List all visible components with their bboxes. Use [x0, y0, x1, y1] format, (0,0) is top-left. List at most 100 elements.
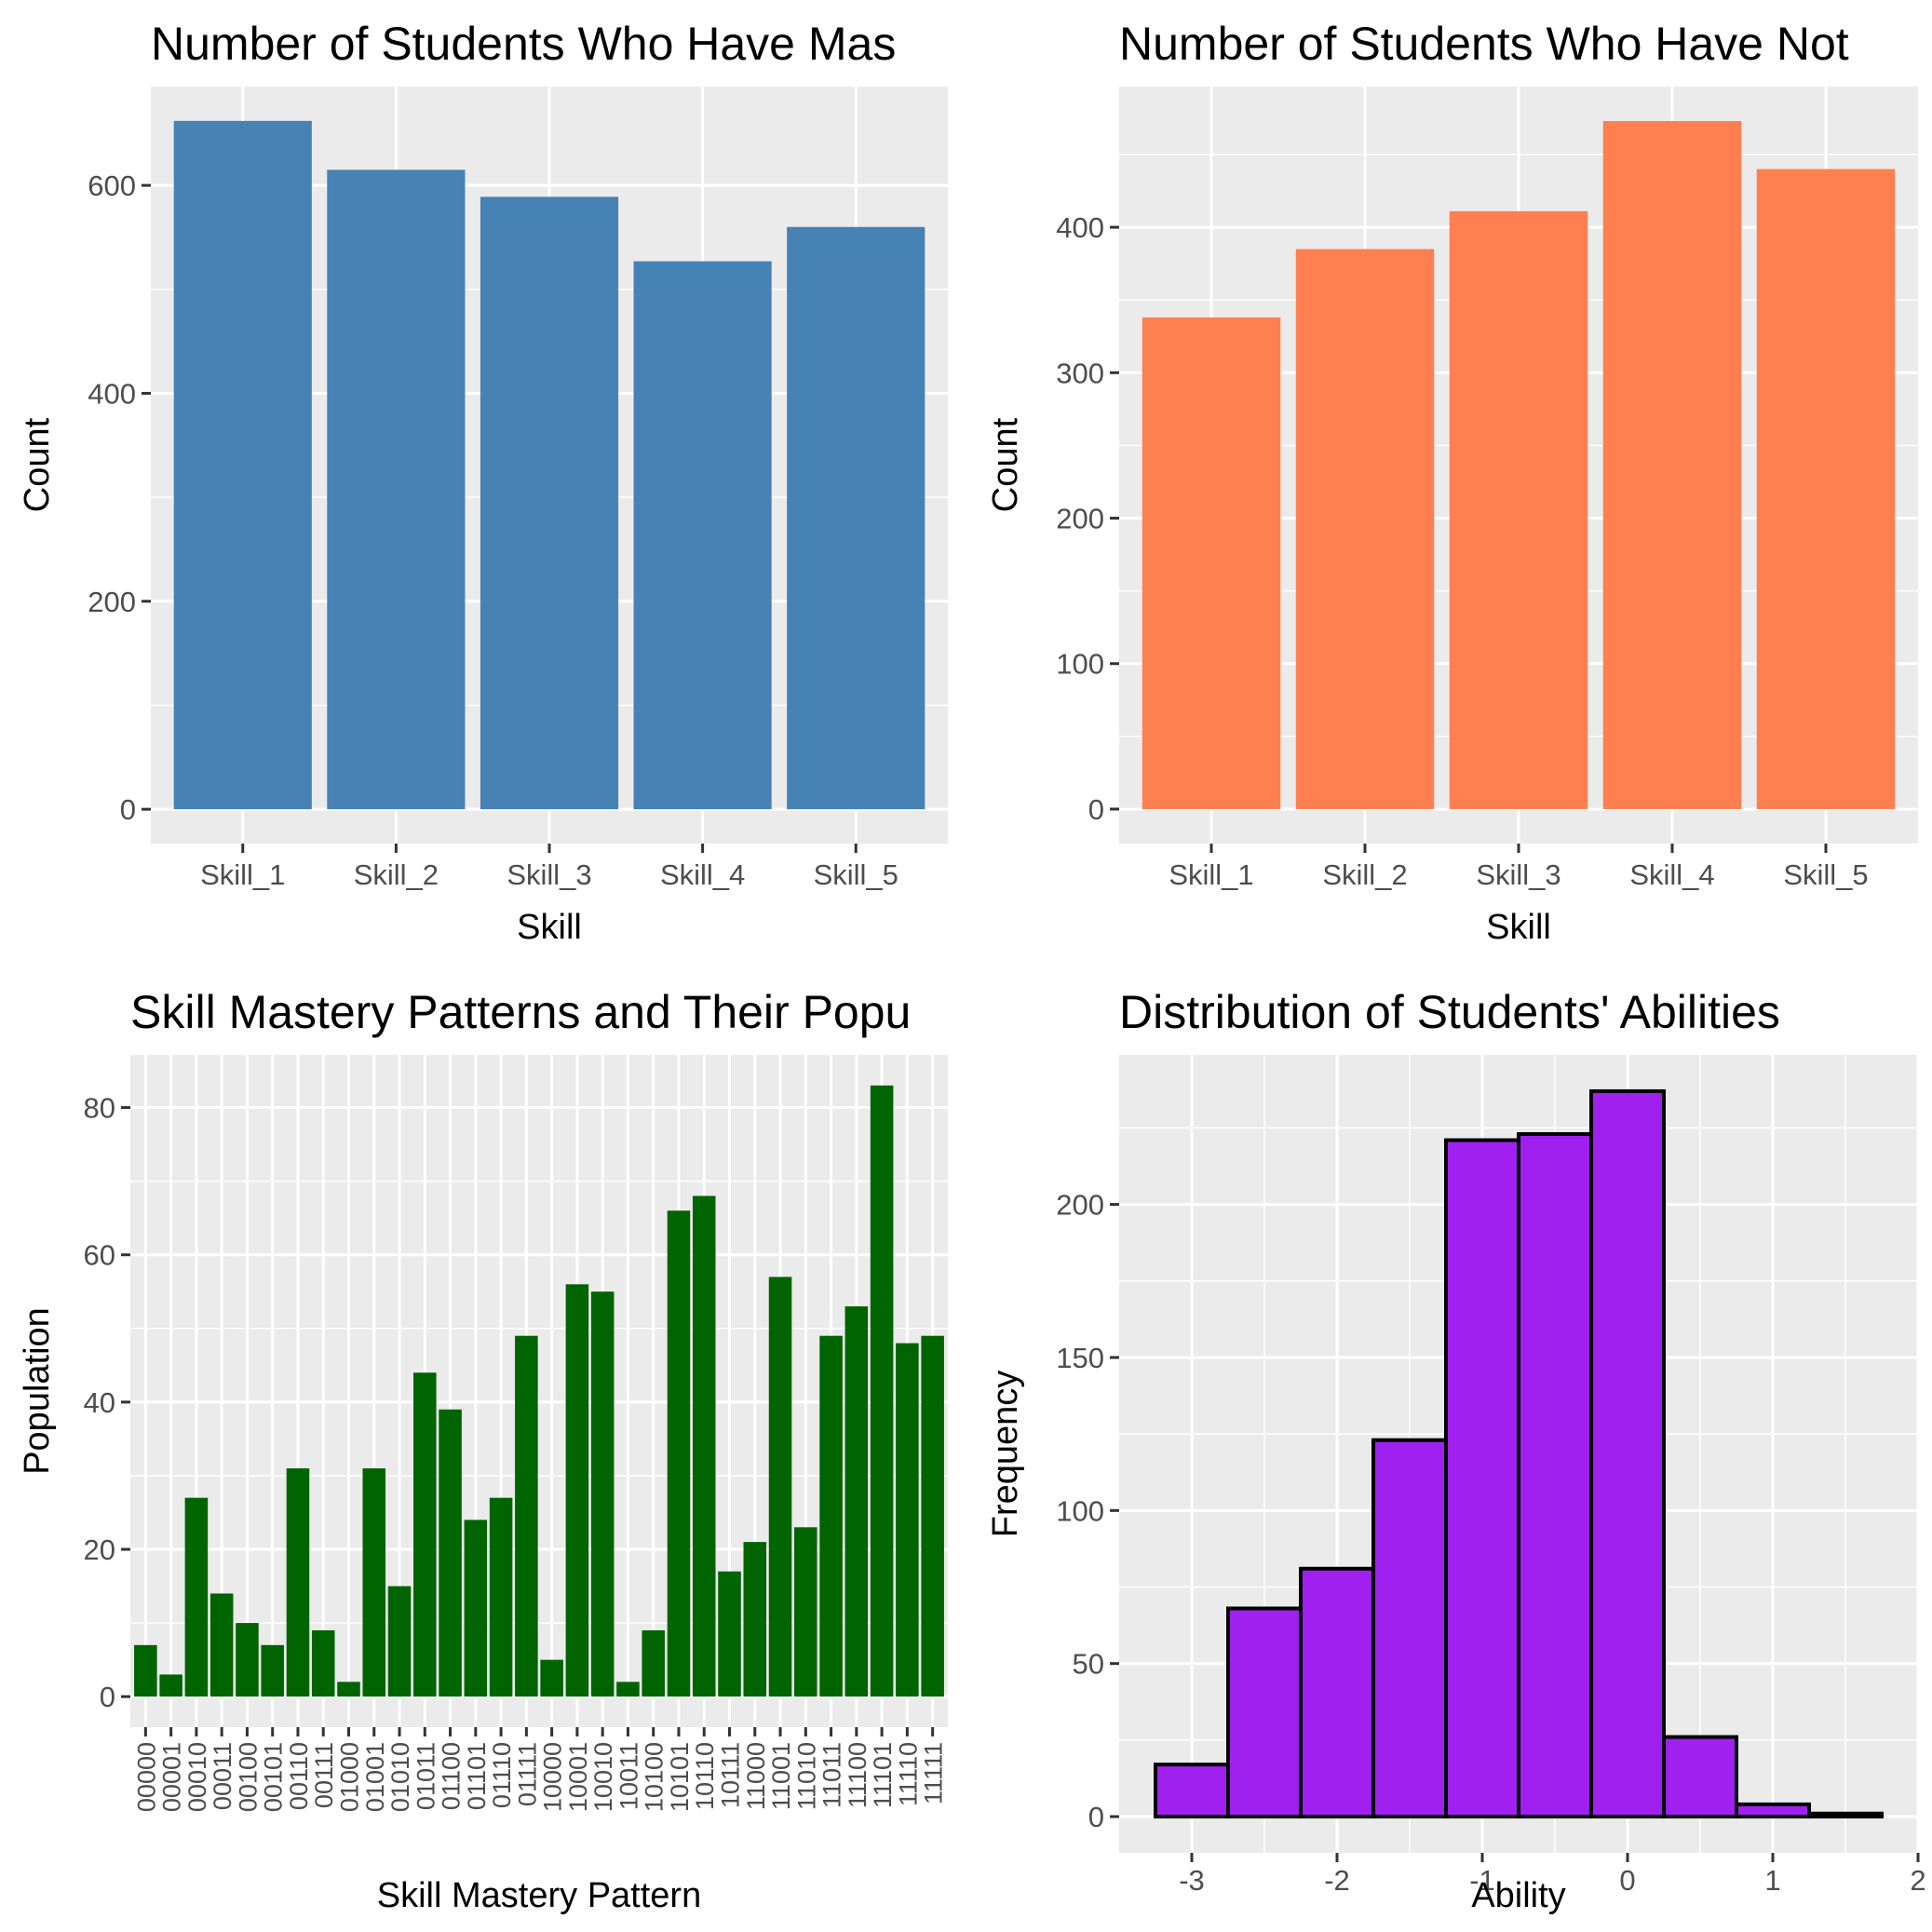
bar — [413, 1372, 437, 1697]
histogram-bar — [1299, 1566, 1375, 1819]
bar — [794, 1527, 817, 1697]
bar — [1449, 210, 1588, 809]
histogram-bar — [1735, 1802, 1811, 1819]
x-tick-label: Skill_1 — [200, 858, 285, 891]
x-tick-label: 01110 — [488, 1742, 516, 1808]
x-tick-label: 10110 — [691, 1742, 719, 1810]
x-axis-title: Ability — [1471, 1876, 1565, 1915]
bar — [1602, 121, 1742, 809]
bar — [819, 1335, 843, 1697]
bar — [184, 1497, 209, 1697]
y-tick-label: 200 — [88, 586, 136, 618]
x-axis-title: Skill — [517, 908, 582, 947]
x-tick-label: 11110 — [894, 1742, 922, 1806]
x-tick-label: 1 — [1764, 1864, 1780, 1897]
x-tick-label: 00111 — [310, 1742, 338, 1808]
bar — [286, 1468, 310, 1697]
x-tick-label: Skill_3 — [1476, 858, 1560, 891]
bar — [236, 1623, 259, 1697]
x-tick-label: Skill_1 — [1169, 858, 1253, 891]
chart-title: Distribution of Students' Abilities — [1119, 986, 1780, 1038]
histogram-bar — [1226, 1606, 1303, 1819]
x-tick-label: 11000 — [742, 1742, 770, 1810]
x-tick-label: 0 — [1619, 1864, 1635, 1897]
x-tick-label: 00100 — [234, 1742, 262, 1812]
y-tick-label: 0 — [1088, 1801, 1104, 1833]
bar — [844, 1306, 869, 1697]
chart-title: Skill Mastery Patterns and Their Popu — [130, 986, 911, 1038]
bar — [896, 1343, 919, 1697]
bar — [540, 1659, 563, 1697]
histogram-bar — [1517, 1131, 1593, 1819]
bar — [718, 1571, 741, 1697]
x-tick-label: 10011 — [615, 1742, 642, 1810]
histogram-bar — [1662, 1735, 1738, 1819]
bar — [327, 169, 466, 810]
x-tick-label: 11011 — [818, 1742, 846, 1808]
x-axis-title: Skill — [1486, 908, 1551, 947]
x-tick-label: Skill_5 — [1783, 858, 1868, 891]
y-tick-label: 300 — [1056, 357, 1104, 389]
x-tick-label: 00011 — [209, 1742, 236, 1810]
bar — [173, 120, 312, 810]
bar — [362, 1468, 386, 1697]
bar — [642, 1630, 665, 1697]
y-tick-label: 400 — [1056, 211, 1104, 244]
y-tick-label: 150 — [1056, 1342, 1104, 1374]
bar — [489, 1497, 513, 1697]
panel-ability-distribution: 0 50 100 150 200 -3 -2 -1 0 1 2 Distribution of Stu… — [986, 986, 1926, 1915]
y-tick-label: 600 — [88, 169, 136, 202]
bar — [921, 1335, 944, 1697]
bar — [134, 1644, 157, 1697]
y-tick-label: 100 — [1056, 648, 1104, 681]
y-axis-title: Population — [18, 1307, 57, 1475]
x-tick-label: 01001 — [361, 1742, 389, 1812]
y-tick-label: 0 — [120, 793, 136, 826]
x-tick-label: 2 — [1910, 1864, 1925, 1897]
histogram-bar — [1444, 1138, 1520, 1819]
bar — [692, 1196, 716, 1697]
bar — [439, 1409, 462, 1697]
histogram-bar — [1154, 1763, 1230, 1819]
bar — [667, 1210, 691, 1697]
bar — [311, 1630, 335, 1697]
x-tick-label: 00101 — [260, 1742, 288, 1812]
bar — [1756, 169, 1896, 809]
x-tick-label: 11001 — [767, 1742, 795, 1810]
x-tick-label: 01111 — [513, 1742, 541, 1806]
y-tick-label: 40 — [84, 1386, 115, 1419]
bar — [1142, 317, 1281, 809]
chart-title: Number of Students Who Have Not — [1119, 18, 1849, 70]
bar — [337, 1682, 360, 1697]
x-tick-label: 01010 — [386, 1742, 414, 1812]
y-tick-label: 200 — [1056, 1189, 1104, 1222]
bar — [743, 1542, 767, 1697]
x-tick-label: Skill_4 — [660, 858, 745, 891]
bar — [768, 1277, 792, 1697]
x-tick-label: 11111 — [920, 1742, 948, 1804]
x-tick-label: 00001 — [158, 1742, 186, 1812]
bar — [787, 226, 925, 810]
x-tick-label: 11010 — [792, 1742, 820, 1810]
x-tick-label: Skill_2 — [1322, 858, 1407, 891]
y-tick-label: 100 — [1056, 1494, 1104, 1527]
x-tick-label: -3 — [1179, 1864, 1205, 1897]
chart-title: Number of Students Who Have Mas — [151, 18, 896, 70]
x-tick-label: 10010 — [589, 1742, 617, 1812]
x-tick-label: -2 — [1324, 1864, 1350, 1897]
panel-skill-mastered: 0 200 400 600 Skill_1 Skill_2 Skill_3 Skill_4 Sk… — [18, 18, 948, 947]
y-axis-title: Count — [986, 417, 1025, 512]
x-tick-label: 11101 — [869, 1742, 897, 1808]
bar — [209, 1593, 234, 1697]
bar — [480, 196, 619, 810]
x-tick-label: -1 — [1469, 1864, 1495, 1897]
x-tick-label: 00110 — [285, 1742, 313, 1810]
histogram-bar — [1371, 1438, 1448, 1819]
y-axis-title: Count — [18, 417, 57, 512]
y-tick-label: 0 — [100, 1681, 115, 1713]
y-tick-label: 200 — [1056, 503, 1104, 535]
x-tick-label: 10100 — [641, 1742, 669, 1812]
bar — [590, 1291, 615, 1697]
y-tick-label: 0 — [1088, 793, 1104, 826]
